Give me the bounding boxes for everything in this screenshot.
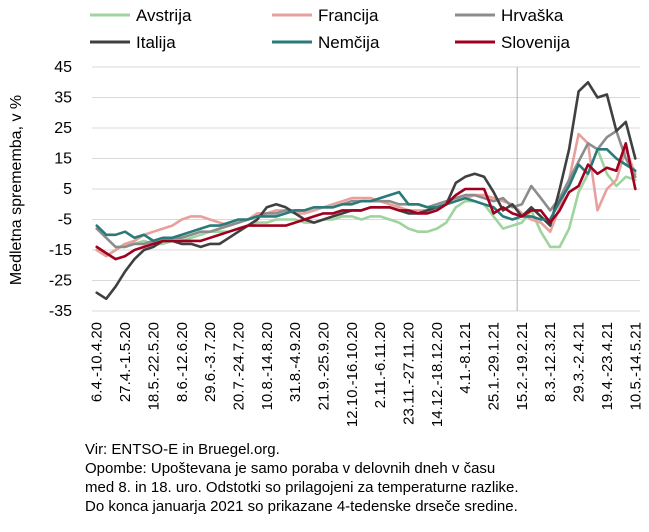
y-tick-label: -35 (49, 303, 72, 320)
legend-item: Hrvaška (455, 6, 564, 25)
x-tick-label: 6.4.-10.4.20 (89, 322, 106, 402)
x-tick-label: 2.11.-6.11.20 (372, 322, 389, 408)
legend-item: Slovenija (455, 33, 571, 52)
x-tick-label: 10.8.-14.8.20 (259, 322, 276, 410)
x-tick-label: 20.7.-24.7.20 (230, 322, 247, 410)
x-tick-label: 15.2.-19.2.21 (514, 322, 531, 410)
series-line-slovenija (95, 142, 637, 261)
x-tick-label: 12.10.-16.10.20 (344, 322, 361, 427)
notes-line-2: med 8. in 18. uro. Odstotki so prilagoje… (85, 479, 519, 496)
legend-label: Slovenija (501, 33, 571, 52)
y-tick-label: -15 (49, 242, 72, 259)
series-lines (95, 81, 637, 301)
series-line-avstrija (95, 148, 637, 258)
y-tick-label: 5 (63, 181, 72, 198)
y-tick-label: 25 (54, 120, 72, 137)
source-note: Vir: ENTSO-E in Bruegel.org. (85, 441, 280, 458)
x-tick-label: 31.8.-4.9.20 (287, 322, 304, 402)
x-tick-label: 23.11.-27.11.20 (401, 322, 418, 425)
y-tick-label: 45 (54, 59, 72, 76)
chart-legend: Avstrija Francija Hrvaška Italija Nemčija Slo… (90, 6, 571, 52)
y-axis-label: Medletna sprememba, v % (8, 95, 25, 285)
notes-line-3: Do konca januarja 2021 so prikazane 4-te… (85, 498, 518, 515)
notes-line-1: Opombe: Upoštevana je samo poraba v delo… (85, 460, 496, 477)
gridlines (92, 66, 640, 312)
legend-item: Francija (272, 6, 379, 25)
line-chart: Avstrija Francija Hrvaška Italija Nemčija Slo… (8, 6, 645, 427)
legend-label: Hrvaška (501, 6, 564, 25)
x-tick-label: 21.9.-25.9.20 (315, 322, 332, 410)
y-tick-label: -25 (49, 273, 72, 290)
series-line-nemčija (95, 148, 637, 243)
legend-label: Italija (136, 33, 176, 52)
series-line-italija (95, 81, 637, 301)
x-tick-label: 10.5.-14.5.21 (627, 322, 644, 410)
y-tick-label: 35 (54, 90, 72, 107)
y-tick-label: 15 (54, 151, 72, 168)
legend-label: Nemčija (318, 33, 380, 52)
legend-item: Italija (90, 33, 176, 52)
legend-label: Francija (318, 6, 379, 25)
x-tick-label: 29.3.-2.4.21 (571, 322, 588, 402)
y-tick-labels: -35 -25 -15 -5 5 15 25 35 45 (49, 59, 72, 320)
x-tick-label: 19.4.-23.4.21 (599, 322, 616, 410)
legend-item: Nemčija (272, 33, 380, 52)
x-tick-label: 8.6.-12.6.20 (174, 322, 191, 402)
y-tick-label: -5 (58, 212, 72, 229)
legend-label: Avstrija (136, 6, 192, 25)
x-tick-label: 14.12.-18.12.20 (429, 322, 446, 427)
x-tick-label: 4.1.-8.1.21 (457, 322, 474, 394)
x-tick-label: 27.4.-1.5.20 (117, 322, 134, 402)
x-tick-labels: 6.4.-10.4.20 27.4.-1.5.20 18.5.-22.5.20 8.6… (89, 322, 645, 427)
chart-notes: Vir: ENTSO-E in Bruegel.org. Opombe: Upo… (85, 440, 645, 516)
x-tick-label: 18.5.-22.5.20 (145, 322, 162, 410)
x-tick-label: 8.3.-12.3.21 (542, 322, 559, 402)
series-line-francija (95, 132, 637, 258)
x-tick-label: 25.1.-29.1.21 (486, 322, 503, 410)
legend-item: Avstrija (90, 6, 192, 25)
x-tick-label: 29.6.-3.7.20 (202, 322, 219, 402)
